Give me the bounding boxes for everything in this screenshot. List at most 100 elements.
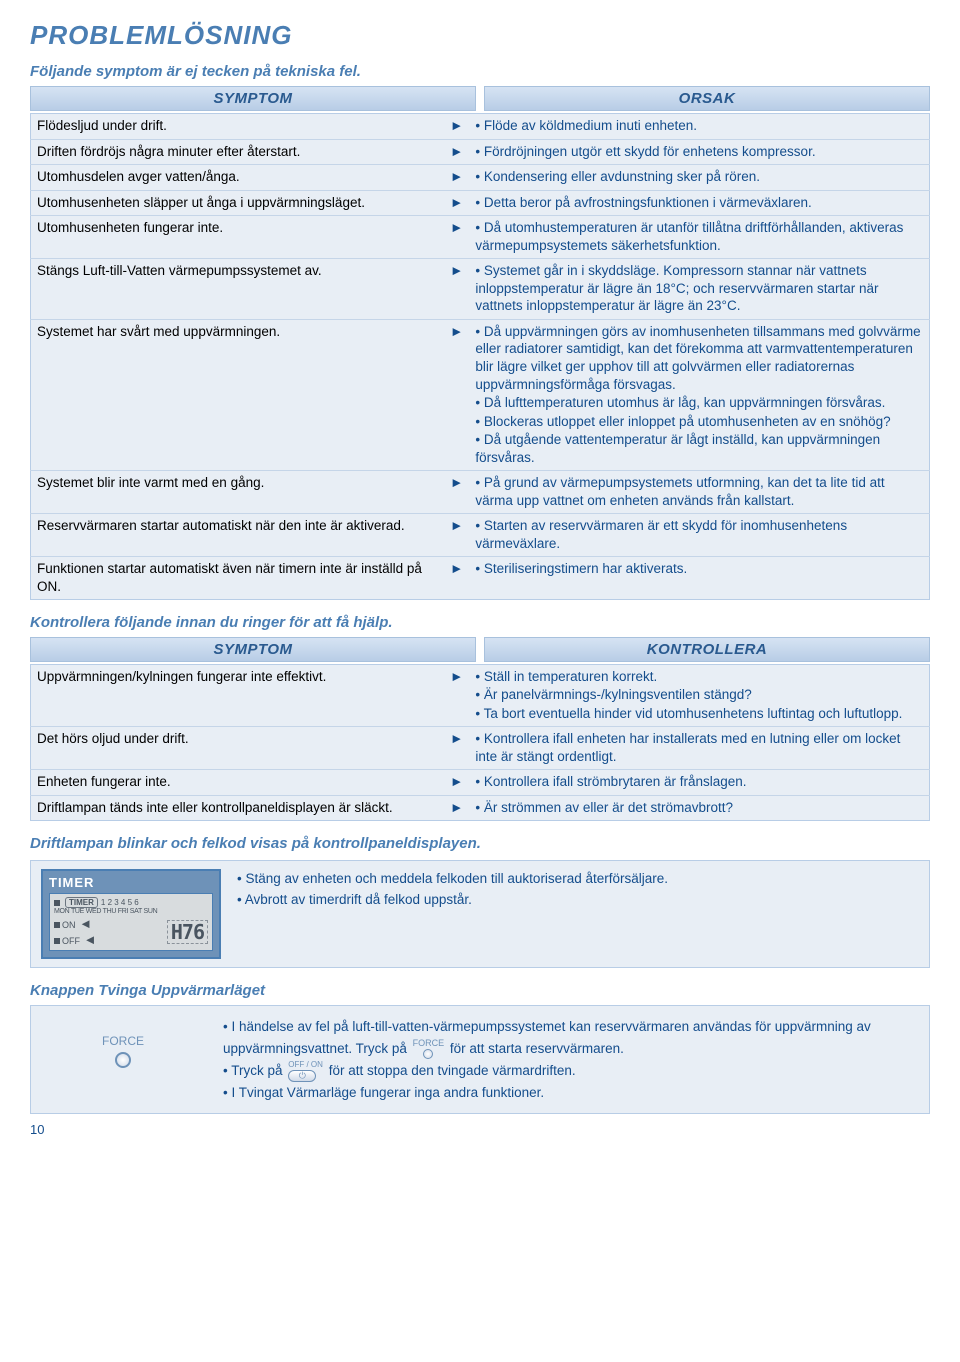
arrow-icon: ► <box>444 795 469 821</box>
lcd-display: TIMER TIMER 1 2 3 4 5 6 MON TUE WED THU … <box>41 869 221 959</box>
orsak-bullet: Detta beror på avfrostningsfunktionen i … <box>475 194 923 212</box>
lcd-numbers: 1 2 3 4 5 6 <box>101 898 139 907</box>
arrow-icon: ► <box>444 190 469 216</box>
section3-heading: Driftlampan blinkar och felkod visas på … <box>30 835 930 852</box>
arrow-icon: ► <box>444 727 469 770</box>
orsak-cell: Steriliseringstimern har aktiverats. <box>469 557 929 599</box>
orsak-bullet: På grund av värmepumpsystemets utformnin… <box>475 474 923 509</box>
force-button-icon <box>115 1052 131 1068</box>
orsak-cell: Flöde av köldmedium inuti enheten. <box>469 114 929 140</box>
arrow-icon: ► <box>444 514 469 557</box>
orsak-cell: Kondensering eller avdunstning sker på r… <box>469 165 929 191</box>
symptom-cell: Utomhusdelen avger vatten/ånga. <box>31 165 445 191</box>
force-line-2: Tryck på OFF / ON för att stoppa den tvi… <box>223 1060 917 1082</box>
orsak-cell: Systemet går in i skyddsläge. Kompressor… <box>469 259 929 320</box>
force-line-1: I händelse av fel på luft-till-vatten-vä… <box>223 1016 917 1059</box>
arrow-icon: ► <box>444 216 469 259</box>
orsak-bullet: Blockeras utloppet eller inloppet på uto… <box>475 413 923 431</box>
subtitle: Följande symptom är ej tecken på teknisk… <box>30 63 930 80</box>
kontrollera-cell: Ställ in temperaturen korrekt.Är panelvä… <box>469 664 929 727</box>
symptom-cell: Reservvärmaren startar automatiskt när d… <box>31 514 445 557</box>
indicator-square <box>54 900 60 906</box>
table1-headers: SYMPTOM ORSAK <box>30 86 930 113</box>
force-button-illustration: FORCE <box>43 1016 203 1068</box>
symptom-cell: Utomhusenheten fungerar inte. <box>31 216 445 259</box>
symptom-cell: Systemet har svårt med uppvärmningen. <box>31 319 445 470</box>
indicator-square <box>54 922 60 928</box>
symptom-cell: Utomhusenheten släpper ut ånga i uppvärm… <box>31 190 445 216</box>
lcd-off-label: OFF <box>62 936 80 946</box>
arrow-icon: ► <box>444 165 469 191</box>
force-label: FORCE <box>43 1034 203 1048</box>
orsak-cell: På grund av värmepumpsystemets utformnin… <box>469 471 929 514</box>
orsak-cell: Starten av reservvärmaren är ett skydd f… <box>469 514 929 557</box>
orsak-bullet: Då utgående vattentemperatur är lågt ins… <box>475 431 923 466</box>
kontrollera-bullet: Kontrollera ifall strömbrytaren är fråns… <box>475 773 923 791</box>
kontrollera-cell: Är strömmen av eller är det strömavbrott… <box>469 795 929 821</box>
orsak-bullet: Kondensering eller avdunstning sker på r… <box>475 168 923 186</box>
page-title: PROBLEMLÖSNING <box>30 20 930 51</box>
orsak-bullet: Flöde av köldmedium inuti enheten. <box>475 117 923 135</box>
kontrollera-bullet: Är strömmen av eller är det strömavbrott… <box>475 799 923 817</box>
timer-panel: TIMER TIMER 1 2 3 4 5 6 MON TUE WED THU … <box>30 860 930 968</box>
orsak-bullet: Fördröjningen utgör ett skydd för enhete… <box>475 143 923 161</box>
orsak-bullet: Systemet går in i skyddsläge. Kompressor… <box>475 262 923 315</box>
symptom-cell: Flödesljud under drift. <box>31 114 445 140</box>
orsak-cell: Då utomhustemperaturen är utanför tillåt… <box>469 216 929 259</box>
orsak-bullet: Steriliseringstimern har aktiverats. <box>475 560 923 578</box>
arrow-icon: ► <box>444 259 469 320</box>
orsak-bullet: Starten av reservvärmaren är ett skydd f… <box>475 517 923 552</box>
force-text-2a: Tryck på <box>231 1063 282 1078</box>
symptom-header-2: SYMPTOM <box>30 637 476 662</box>
lcd-on-label: ON <box>62 920 76 930</box>
force-section: FORCE I händelse av fel på luft-till-vat… <box>30 1005 930 1114</box>
force-inline-icon: FORCE <box>413 1039 445 1059</box>
kontrollera-cell: Kontrollera ifall enheten har installera… <box>469 727 929 770</box>
lcd-inner: TIMER 1 2 3 4 5 6 MON TUE WED THU FRI SA… <box>49 893 213 951</box>
arrow-icon: ► <box>444 114 469 140</box>
orsak-bullet: Då utomhustemperaturen är utanför tillåt… <box>475 219 923 254</box>
symptom-cell: Systemet blir inte varmt med en gång. <box>31 471 445 514</box>
orsak-cell: Detta beror på avfrostningsfunktionen i … <box>469 190 929 216</box>
arrow-icon: ► <box>444 664 469 727</box>
timer-bullet: Avbrott av timerdrift då felkod uppstår. <box>237 890 668 910</box>
kontrollera-bullet: Ta bort eventuella hinder vid utomhusenh… <box>475 705 923 723</box>
orsak-bullet: Då lufttemperaturen utomhus är låg, kan … <box>475 394 923 412</box>
section4-heading: Knappen Tvinga Uppvärmarläget <box>30 982 930 999</box>
lcd-timer-badge: TIMER <box>65 897 98 908</box>
symptom-cell: Det hörs oljud under drift. <box>31 727 445 770</box>
symptom-kontrollera-table: Uppvärmningen/kylningen fungerar inte ef… <box>30 664 930 822</box>
symptom-cell: Driften fördröjs några minuter efter åte… <box>31 139 445 165</box>
symptom-cell: Driftlampan tänds inte eller kontrollpan… <box>31 795 445 821</box>
force-text-2b: för att stoppa den tvingade värmardrifte… <box>329 1063 576 1078</box>
force-instructions: I händelse av fel på luft-till-vatten-vä… <box>223 1016 917 1103</box>
kontrollera-cell: Kontrollera ifall strömbrytaren är fråns… <box>469 770 929 796</box>
timer-instructions: Stäng av enheten och meddela felkoden ti… <box>237 869 668 910</box>
orsak-cell: Då uppvärmningen görs av inomhusenheten … <box>469 319 929 470</box>
arrow-icon: ► <box>444 319 469 470</box>
page-number: 10 <box>30 1122 930 1137</box>
arrow-icon: ► <box>444 557 469 599</box>
lcd-days: MON TUE WED THU FRI SAT SUN <box>54 908 208 915</box>
kontrollera-bullet: Är panelvärmnings-/kylningsventilen stän… <box>475 686 923 704</box>
symptom-orsak-table: Flödesljud under drift.►Flöde av köldmed… <box>30 113 930 600</box>
lcd-title: TIMER <box>49 875 213 890</box>
offon-inline-icon: OFF / ON <box>288 1061 323 1082</box>
indicator-square <box>54 938 60 944</box>
symptom-cell: Uppvärmningen/kylningen fungerar inte ef… <box>31 664 445 727</box>
kontrollera-bullet: Ställ in temperaturen korrekt. <box>475 668 923 686</box>
timer-bullet: Stäng av enheten och meddela felkoden ti… <box>237 869 668 889</box>
section2-heading: Kontrollera följande innan du ringer för… <box>30 614 930 631</box>
kontrollera-bullet: Kontrollera ifall enheten har installera… <box>475 730 923 765</box>
table2-headers: SYMPTOM KONTROLLERA <box>30 637 930 664</box>
force-text-1b: för att starta reservvärmaren. <box>450 1041 624 1056</box>
symptom-cell: Funktionen startar automatiskt även när … <box>31 557 445 599</box>
arrow-icon: ► <box>444 770 469 796</box>
symptom-cell: Stängs Luft-till-Vatten värmepumpssystem… <box>31 259 445 320</box>
symptom-header: SYMPTOM <box>30 86 476 111</box>
orsak-header: ORSAK <box>484 86 930 111</box>
orsak-cell: Fördröjningen utgör ett skydd för enhete… <box>469 139 929 165</box>
arrow-icon: ► <box>444 139 469 165</box>
kontrollera-header: KONTROLLERA <box>484 637 930 662</box>
orsak-bullet: Då uppvärmningen görs av inomhusenheten … <box>475 323 923 393</box>
